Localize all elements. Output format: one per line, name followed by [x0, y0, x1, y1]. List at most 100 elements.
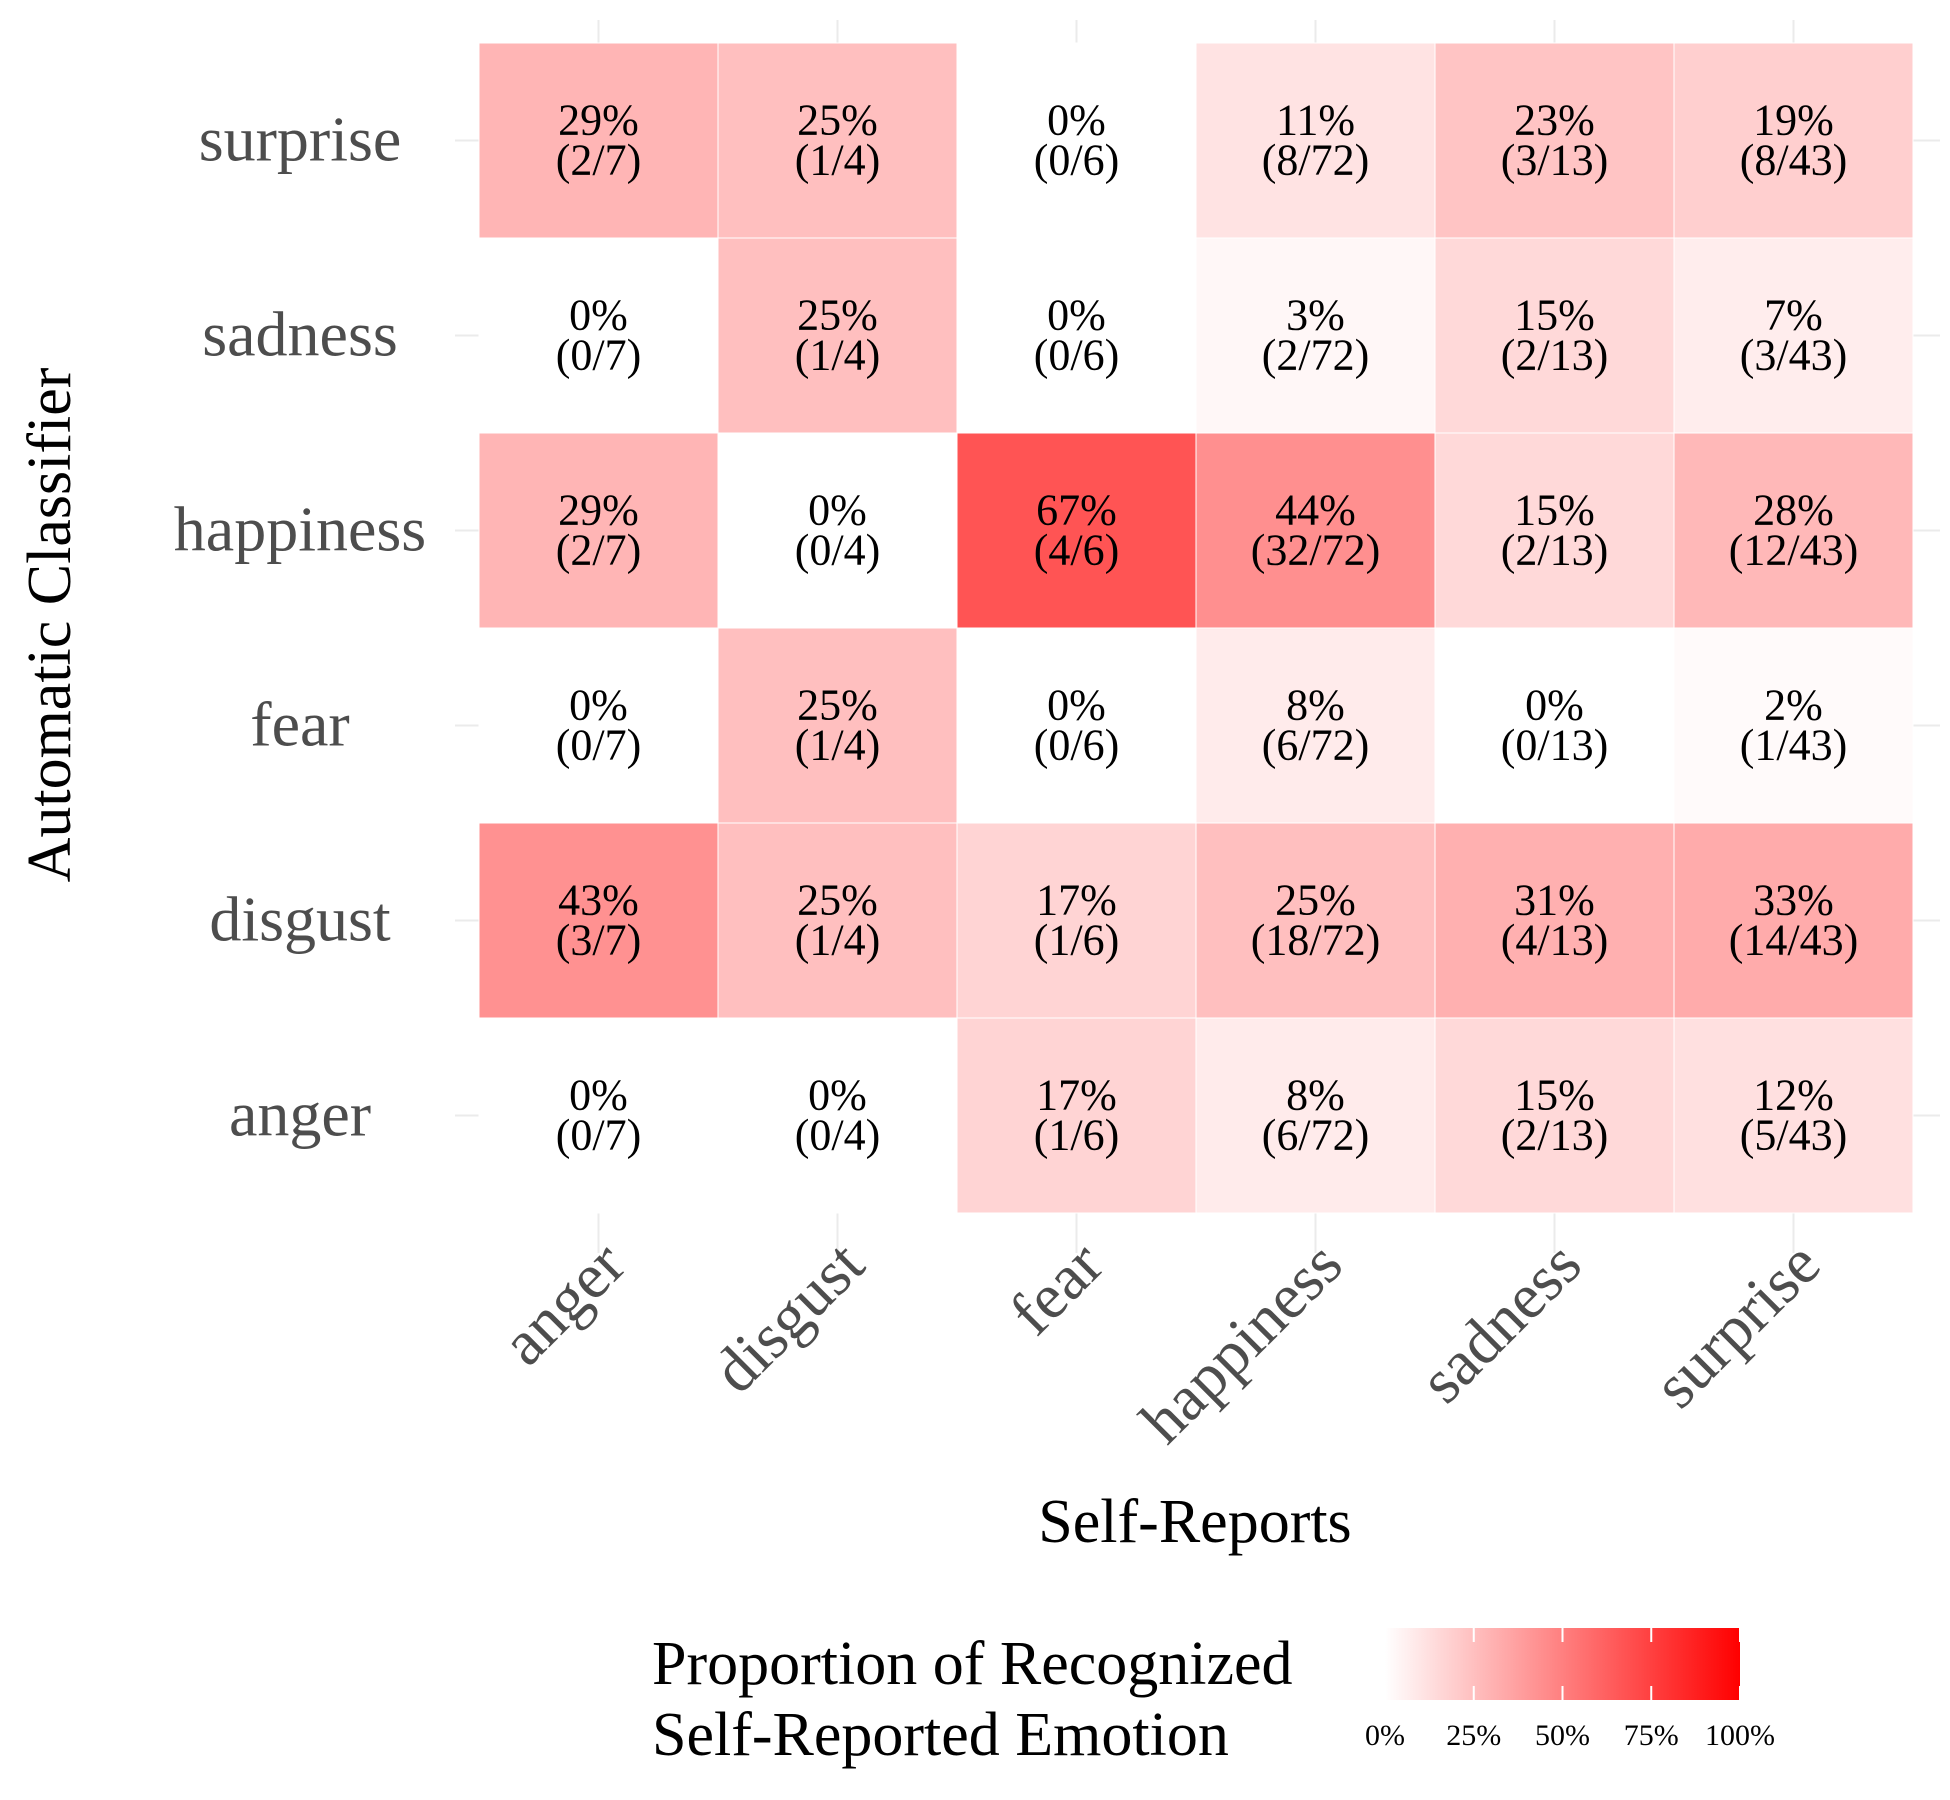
y-tick-label-happiness: happiness	[174, 494, 426, 565]
heatmap-cell-anger-disgust	[717, 1017, 958, 1214]
cell-count-label: (8/43)	[1740, 136, 1848, 185]
heatmap-cell-anger-fear	[956, 1017, 1197, 1214]
heatmap-cell-anger-sadness	[1434, 1017, 1675, 1214]
cell-percent-label: 7%	[1764, 291, 1823, 340]
heatmap-cell-sadness-disgust	[717, 237, 958, 434]
heatmap-cell-happiness-disgust	[717, 432, 958, 629]
cell-count-label: (6/72)	[1262, 721, 1370, 770]
cell-count-label: (4/13)	[1501, 916, 1609, 965]
cell-count-label: (18/72)	[1251, 916, 1381, 965]
heatmap-cell-sadness-fear	[956, 237, 1197, 434]
heatmap-cell-disgust-surprise	[1673, 822, 1914, 1019]
cell-percent-label: 17%	[1036, 1071, 1117, 1120]
heatmap-cell-happiness-happiness	[1195, 432, 1436, 629]
cell-count-label: (0/4)	[795, 526, 881, 575]
x-tick-label-sadness: sadness	[1406, 1228, 1594, 1416]
cell-percent-label: 0%	[1047, 681, 1106, 730]
cell-percent-label: 8%	[1286, 1071, 1345, 1120]
cell-count-label: (1/4)	[795, 721, 881, 770]
heatmap-cell-anger-happiness	[1195, 1017, 1436, 1214]
heatmap-cells	[478, 42, 1914, 1214]
cell-count-label: (2/13)	[1501, 1111, 1609, 1160]
legend-title-line-1: Proportion of Recognized	[652, 1630, 1293, 1698]
heatmap-cell-surprise-anger	[478, 42, 719, 239]
cell-count-label: (12/43)	[1729, 526, 1859, 575]
x-tick-label-anger: anger	[488, 1228, 639, 1379]
heatmap-cell-fear-disgust	[717, 627, 958, 824]
x-axis-title: Self-Reports	[1038, 1488, 1351, 1556]
heatmap-cell-surprise-happiness	[1195, 42, 1436, 239]
legend-tick-label: 50%	[1535, 1719, 1590, 1752]
legend-tick-label: 100%	[1705, 1719, 1775, 1752]
heatmap-cell-happiness-anger	[478, 432, 719, 629]
y-tick-label-fear: fear	[250, 689, 349, 760]
cell-count-label: (4/6)	[1034, 526, 1120, 575]
cell-count-label: (0/6)	[1034, 331, 1120, 380]
heatmap-cell-happiness-sadness	[1434, 432, 1675, 629]
cell-count-label: (2/7)	[556, 526, 642, 575]
heatmap-cell-surprise-disgust	[717, 42, 958, 239]
heatmap-cell-disgust-fear	[956, 822, 1197, 1019]
cell-count-label: (14/43)	[1729, 916, 1859, 965]
cell-percent-label: 0%	[569, 1071, 628, 1120]
x-axis-ticks: anger disgust fear happiness sadness surprise	[488, 1228, 1834, 1457]
cell-percent-label: 11%	[1276, 96, 1355, 145]
heatmap-cell-sadness-anger	[478, 237, 719, 434]
y-tick-label-sadness: sadness	[202, 299, 398, 370]
heatmap-cell-surprise-sadness	[1434, 42, 1675, 239]
cell-count-label: (8/72)	[1262, 136, 1370, 185]
heatmap-cell-happiness-fear	[956, 432, 1197, 629]
cell-count-label: (1/6)	[1034, 1111, 1120, 1160]
cell-percent-label: 3%	[1286, 291, 1345, 340]
x-tick-label-fear: fear	[996, 1228, 1117, 1349]
cell-count-label: (5/43)	[1740, 1111, 1848, 1160]
heatmap-cell-disgust-sadness	[1434, 822, 1675, 1019]
cell-percent-label: 0%	[808, 486, 867, 535]
cell-count-label: (1/4)	[795, 331, 881, 380]
cell-percent-label: 67%	[1036, 486, 1117, 535]
cell-count-label: (1/43)	[1740, 721, 1848, 770]
cell-count-label: (2/13)	[1501, 331, 1609, 380]
legend-tick-label: 75%	[1624, 1719, 1679, 1752]
y-tick-label-disgust: disgust	[209, 884, 391, 955]
cell-count-label: (1/4)	[795, 136, 881, 185]
cell-count-label: (0/7)	[556, 331, 642, 380]
y-tick-label-anger: anger	[229, 1079, 371, 1150]
legend-ticks: 0% 25% 50% 75% 100%	[1365, 1628, 1775, 1752]
y-axis-title: Automatic Classifier	[16, 367, 84, 882]
x-tick-label-happiness: happiness	[1127, 1228, 1356, 1457]
cell-percent-label: 29%	[558, 486, 639, 535]
cell-count-label: (0/7)	[556, 1111, 642, 1160]
heatmap-cell-disgust-disgust	[717, 822, 958, 1019]
cell-count-label: (32/72)	[1251, 526, 1381, 575]
cell-percent-label: 15%	[1514, 1071, 1595, 1120]
cell-percent-label: 0%	[1047, 291, 1106, 340]
heatmap-cell-fear-sadness	[1434, 627, 1675, 824]
cell-percent-label: 15%	[1514, 291, 1595, 340]
y-tick-label-surprise: surprise	[199, 104, 402, 175]
cell-count-label: (0/6)	[1034, 721, 1120, 770]
cell-percent-label: 8%	[1286, 681, 1345, 730]
cell-count-label: (2/7)	[556, 136, 642, 185]
cell-percent-label: 0%	[569, 681, 628, 730]
cell-percent-label: 25%	[797, 96, 878, 145]
heatmap-cell-anger-surprise	[1673, 1017, 1914, 1214]
heatmap-cell-sadness-sadness	[1434, 237, 1675, 434]
cell-count-label: (0/7)	[556, 721, 642, 770]
heatmap-cell-fear-happiness	[1195, 627, 1436, 824]
heatmap-cell-fear-fear	[956, 627, 1197, 824]
cell-labels: 29%(2/7)25%(1/4)0%(0/6)11%(8/72)23%(3/13…	[556, 96, 1859, 1160]
cell-percent-label: 12%	[1753, 1071, 1834, 1120]
legend-tick-label: 0%	[1365, 1719, 1405, 1752]
cell-percent-label: 0%	[808, 1071, 867, 1120]
cell-percent-label: 28%	[1753, 486, 1834, 535]
cell-count-label: (2/72)	[1262, 331, 1370, 380]
cell-percent-label: 25%	[797, 681, 878, 730]
cell-percent-label: 33%	[1753, 876, 1834, 925]
y-axis-ticks: anger disgust fear happiness sadness surprise	[174, 104, 426, 1150]
cell-count-label: (0/6)	[1034, 136, 1120, 185]
cell-count-label: (6/72)	[1262, 1111, 1370, 1160]
cell-count-label: (1/6)	[1034, 916, 1120, 965]
heatmap-cell-sadness-surprise	[1673, 237, 1914, 434]
